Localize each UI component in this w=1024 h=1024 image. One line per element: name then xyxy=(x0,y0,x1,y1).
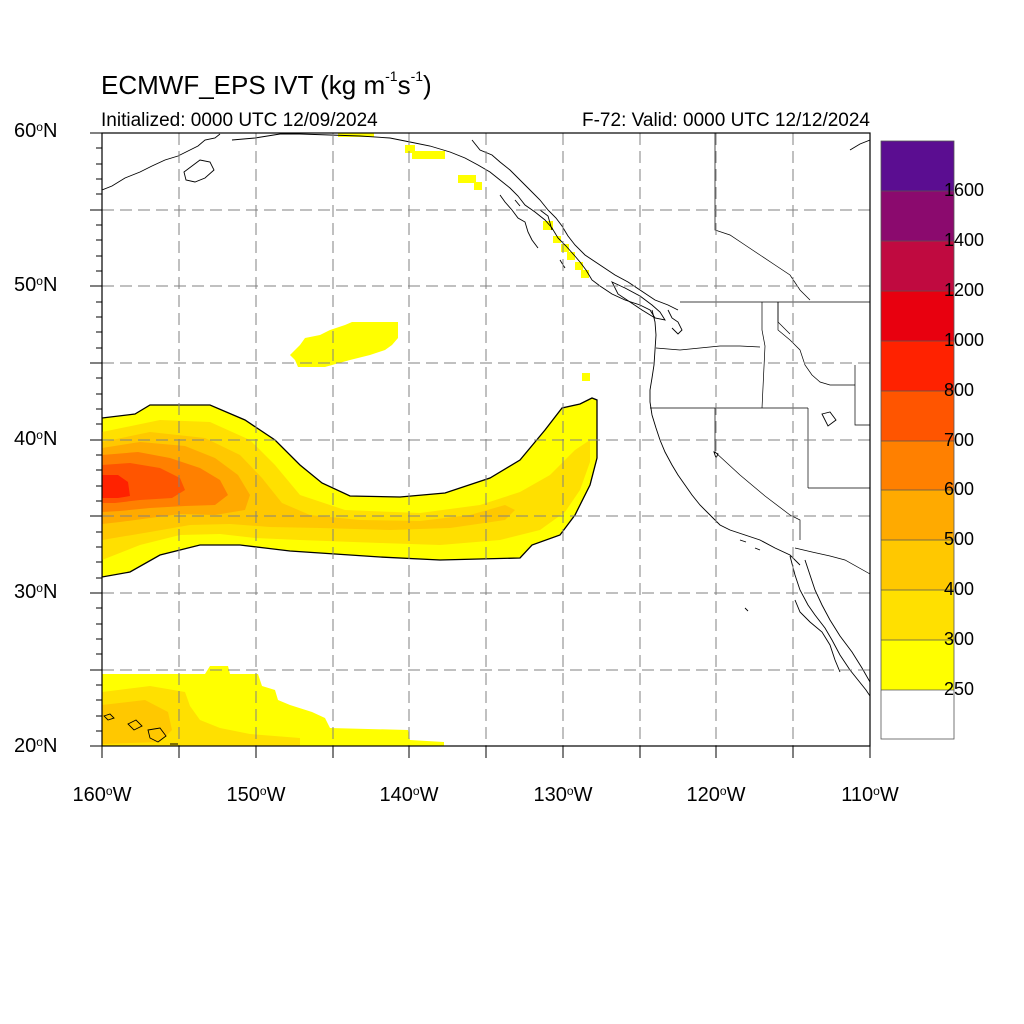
colorbar-label-400: 400 xyxy=(944,579,975,599)
lon-label-120w: 120oW xyxy=(686,784,746,806)
colorbar-label-1200: 1200 xyxy=(944,280,985,300)
colorbar-box-1000 xyxy=(881,291,954,341)
colorbar-label-250: 250 xyxy=(944,679,975,699)
baja-west xyxy=(794,599,841,673)
alaska-gulf-coast xyxy=(231,133,656,319)
colorbar-box-600 xyxy=(881,441,954,490)
colorbar-box-below xyxy=(881,690,954,739)
lon-label-150w: 150oW xyxy=(226,784,286,806)
ivt-cell xyxy=(412,151,445,159)
lat-label-60n: 60oN xyxy=(14,120,58,142)
colorbar-box-1400 xyxy=(881,191,954,241)
ivt-cell xyxy=(458,175,476,183)
gulf-of-california xyxy=(804,559,870,683)
alaska-panhandle-islands xyxy=(499,194,566,269)
colorbar-label-800: 800 xyxy=(944,380,975,400)
colorbar-label-300: 300 xyxy=(944,629,975,649)
ar-plume-800 xyxy=(102,475,130,498)
lon-label-130w: 130oW xyxy=(533,784,593,806)
ivt-cell xyxy=(581,270,589,278)
ivt-cell xyxy=(474,182,482,190)
colorbar-box-700 xyxy=(881,391,954,441)
colorbar-box-500 xyxy=(881,490,954,540)
lat-label-50n: 50oN xyxy=(14,274,58,296)
colorbar-label-1400: 1400 xyxy=(944,230,985,250)
colorbar-box-800 xyxy=(881,341,954,391)
puget-sound xyxy=(667,309,683,335)
colorbar-label-700: 700 xyxy=(944,430,975,450)
us-west-coast xyxy=(649,309,801,566)
ca-nv-border xyxy=(714,408,801,540)
ivt-cell xyxy=(553,236,561,243)
lat-label-30n: 30oN xyxy=(14,581,58,603)
colorbar-box-1600 xyxy=(881,141,954,191)
ivt-cell xyxy=(405,145,415,153)
colorbar-box-300 xyxy=(881,590,954,640)
canada-interior-border xyxy=(714,133,811,301)
id-west-border xyxy=(761,302,766,409)
colorbar-box-250 xyxy=(881,640,954,690)
ivt-cell xyxy=(575,262,583,270)
great-salt-lake xyxy=(821,411,837,427)
colorbar xyxy=(880,140,955,740)
lat-label-20n: 20oN xyxy=(14,735,58,757)
baja-coast xyxy=(789,555,870,697)
colorbar-label-500: 500 xyxy=(944,529,975,549)
ivt-cell xyxy=(338,133,374,137)
ivt-cell xyxy=(543,221,553,230)
channel-islands xyxy=(739,539,761,612)
vancouver-island xyxy=(611,281,666,321)
ivt-cell xyxy=(582,373,590,381)
colorbar-label-1600: 1600 xyxy=(944,180,985,200)
ivt-field xyxy=(102,133,598,746)
hudson-coast xyxy=(849,139,870,151)
wy-border xyxy=(854,365,870,426)
hawaii-islands xyxy=(103,713,178,745)
wa-or-border xyxy=(655,345,761,351)
ivt-cell xyxy=(561,244,569,252)
lon-label-110w: 110oW xyxy=(841,784,899,806)
coastlines xyxy=(102,133,870,745)
colorbar-label-1000: 1000 xyxy=(944,330,985,350)
initialized-time: Initialized: 0000 UTC 12/09/2024 xyxy=(101,110,378,131)
mid-pacific-patch xyxy=(290,322,398,367)
map-title: ECMWF_EPS IVT (kg m-1s-1) xyxy=(101,68,432,100)
subtropical-patch-400 xyxy=(102,700,172,744)
kodiak-island xyxy=(183,159,215,183)
lat-label-40n: 40oN xyxy=(14,428,58,450)
lon-label-160w: 160oW xyxy=(72,784,132,806)
valid-time: F-72: Valid: 0000 UTC 12/12/2024 xyxy=(582,110,870,131)
us-mexico-border xyxy=(794,547,870,575)
axis-ticks xyxy=(90,132,871,758)
grid-lines xyxy=(102,133,870,746)
ivt-cell xyxy=(567,252,575,260)
alaska-peninsula xyxy=(102,133,221,191)
bc-coast xyxy=(471,139,679,311)
colorbar-label-600: 600 xyxy=(944,479,975,499)
id-mt-border xyxy=(777,302,855,386)
mt-border xyxy=(777,302,791,335)
colorbar-box-400 xyxy=(881,540,954,590)
lon-label-140w: 140oW xyxy=(379,784,439,806)
colorbar-box-1200 xyxy=(881,241,954,291)
